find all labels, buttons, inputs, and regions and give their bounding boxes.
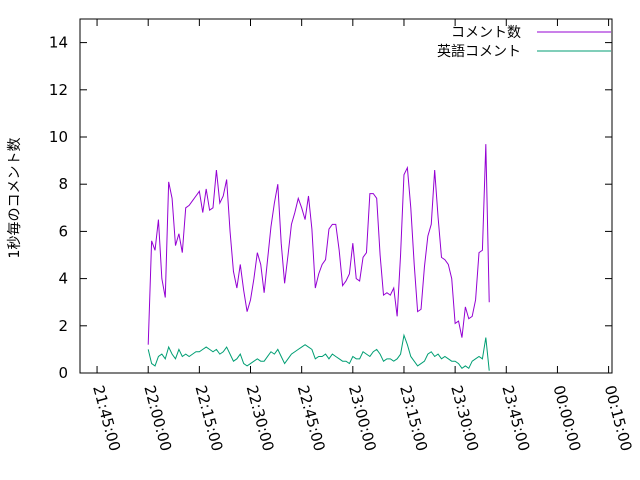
x-tick-label: 22:00:00	[140, 383, 175, 453]
x-tick-label: 21:45:00	[89, 383, 124, 453]
plot-border	[79, 18, 613, 374]
series-line-2	[147, 333, 490, 371]
y-tick-label: 12	[49, 81, 68, 99]
y-tick-label: 0	[58, 364, 68, 382]
y-tick-label: 4	[58, 270, 68, 288]
x-tick-label: 22:45:00	[294, 383, 329, 453]
x-tick-label: 23:45:00	[498, 383, 533, 453]
series-layer	[147, 144, 490, 371]
x-axis: 21:45:00 22:00:00 22:15:00 22:30:00 22:45:00…	[89, 19, 636, 453]
x-tick-label: 23:15:00	[396, 383, 431, 453]
x-tick-label: 00:00:00	[550, 383, 585, 453]
x-tick-label: 22:30:00	[243, 383, 278, 453]
x-tick-label: 22:15:00	[191, 383, 226, 453]
y-tick-label: 2	[58, 317, 68, 335]
plot-frame	[79, 18, 613, 374]
legend-label-2: 英語コメント	[437, 43, 521, 60]
y-axis-label: 1秒毎のコメント数	[7, 138, 23, 259]
legend-label-1: コメント数	[451, 25, 521, 41]
x-tick-label: 00:15:00	[601, 383, 636, 453]
y-tick-label: 10	[49, 128, 68, 146]
y-tick-label: 8	[58, 175, 68, 193]
x-tick-label: 23:30:00	[447, 383, 482, 453]
y-axis: 0 2 4 6 8 10 12 14	[49, 34, 612, 382]
y-tick-label: 14	[49, 34, 68, 52]
series-line-1	[147, 144, 490, 345]
y-tick-label: 6	[58, 222, 68, 240]
x-tick-label: 23:00:00	[345, 383, 380, 453]
